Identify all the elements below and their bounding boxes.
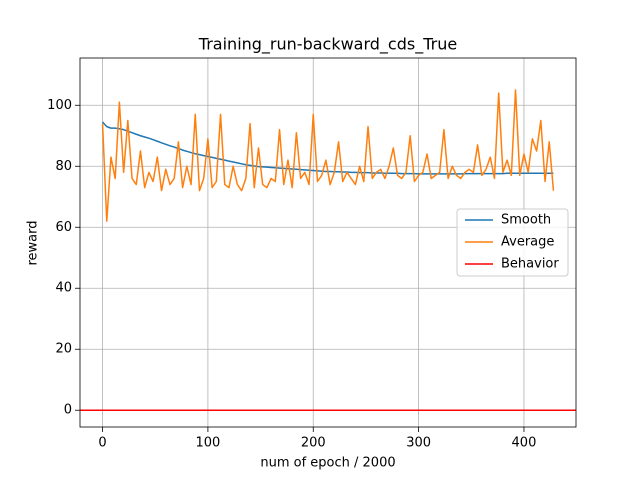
line xyxy=(101,89,555,222)
x-axis-label: num of epoch / 2000 xyxy=(260,456,395,471)
y-tick-label: 40 xyxy=(55,281,72,296)
x-tick-label: 200 xyxy=(301,436,326,451)
x-tick-label: 0 xyxy=(98,436,106,451)
y-tick-label: 0 xyxy=(64,403,72,418)
plot-frame xyxy=(79,57,577,428)
x-tick-label: 100 xyxy=(195,436,220,451)
x-tick-label: 300 xyxy=(406,436,431,451)
y-tick-label: 100 xyxy=(47,98,72,113)
y-tick-label: 80 xyxy=(55,159,72,174)
y-tick-label: 60 xyxy=(55,220,72,235)
x-tick-label: 400 xyxy=(512,436,537,451)
legend-box xyxy=(456,208,569,277)
legend-label: Average xyxy=(501,235,554,250)
y-tick-label: 20 xyxy=(55,342,72,357)
legend-label: Behavior xyxy=(501,257,559,272)
legend-label: Smooth xyxy=(501,213,551,228)
y-axis-label: reward xyxy=(26,220,41,265)
chart-title: Training_run-backward_cds_True xyxy=(198,35,457,55)
